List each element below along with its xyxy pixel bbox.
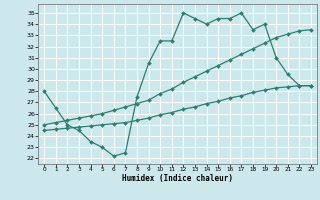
X-axis label: Humidex (Indice chaleur): Humidex (Indice chaleur) — [122, 174, 233, 183]
